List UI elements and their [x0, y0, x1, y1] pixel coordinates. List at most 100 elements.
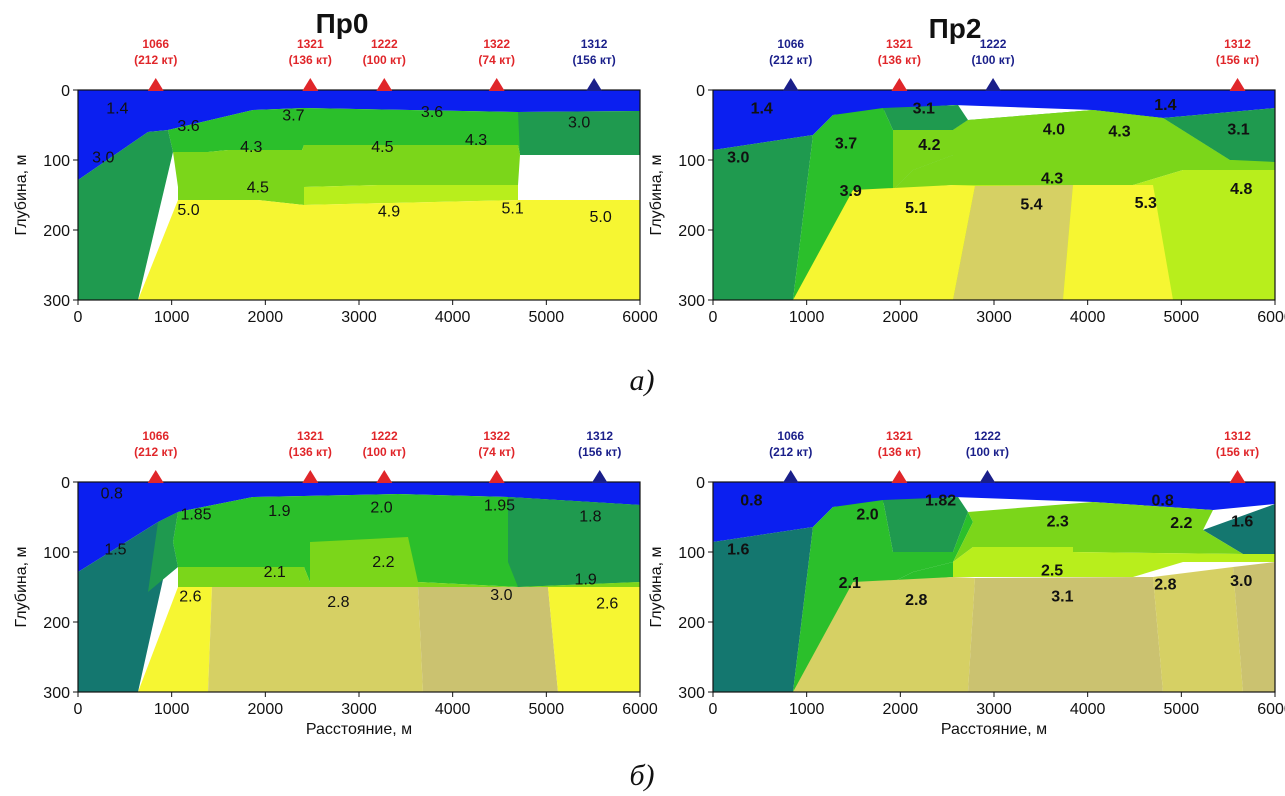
- value-label: 2.8: [905, 592, 927, 609]
- x-tick-label: 0: [74, 701, 83, 718]
- title-right: Пр2: [929, 13, 982, 44]
- y-tick-label: 300: [43, 685, 70, 702]
- x-tick-label: 2000: [883, 701, 919, 718]
- well-marker-icon: [586, 78, 603, 91]
- x-tick-label: 0: [709, 309, 718, 326]
- well-marker-id: 1321: [297, 37, 324, 51]
- y-tick-label: 100: [678, 153, 705, 170]
- well-marker-id: 1322: [483, 429, 510, 443]
- value-label: 5.4: [1020, 196, 1042, 213]
- x-tick-label: 4000: [1070, 309, 1106, 326]
- value-label: 2.0: [856, 507, 878, 524]
- well-marker-icon: [891, 470, 908, 483]
- well-marker-id: 1222: [371, 37, 398, 51]
- value-label: 4.3: [240, 139, 262, 156]
- well-marker-id: 1322: [483, 37, 510, 51]
- value-label: 1.82: [925, 493, 956, 510]
- x-tick-label: 3000: [976, 309, 1012, 326]
- value-label: 3.0: [568, 115, 590, 132]
- value-label: 2.6: [179, 588, 201, 605]
- plot-area: [712, 481, 1276, 693]
- well-marker-id: 1321: [886, 429, 913, 443]
- value-label: 4.5: [247, 180, 269, 197]
- x-tick-label: 3000: [341, 701, 377, 718]
- value-label: 0.8: [740, 493, 762, 510]
- value-label: 4.3: [1108, 124, 1130, 141]
- title-left: Пр0: [316, 8, 369, 39]
- well-marker-note: (136 кт): [878, 445, 921, 459]
- well-marker-id: 1222: [974, 429, 1001, 443]
- well-marker-id: 1222: [980, 37, 1007, 51]
- value-label: 3.0: [1230, 573, 1252, 590]
- y-tick-label: 0: [61, 475, 70, 492]
- value-label: 3.6: [421, 104, 443, 121]
- y-axis-label: Глубина, м: [648, 546, 665, 627]
- x-tick-label: 6000: [1257, 309, 1285, 326]
- well-marker-icon: [376, 470, 393, 483]
- value-label: 2.2: [1170, 515, 1192, 532]
- x-axis-label: Расстояние, м: [941, 721, 1047, 738]
- section-a-left: 0 1000 2000 3000 4000 5000 6000 0 100 200 300 Глуби…: [13, 37, 658, 326]
- well-marker-id: 1066: [142, 429, 169, 443]
- well-marker-note: (74 кт): [478, 445, 515, 459]
- value-label: 2.5: [1041, 563, 1063, 580]
- well-marker-note: (212 кт): [134, 445, 177, 459]
- x-tick-label: 4000: [435, 701, 471, 718]
- well-marker-note: (74 кт): [478, 53, 515, 67]
- x-tick-label: 5000: [529, 701, 565, 718]
- value-label: 3.0: [92, 150, 114, 167]
- value-label: 3.1: [1227, 122, 1249, 139]
- well-marker-icon: [1229, 470, 1246, 483]
- value-label: 2.3: [1047, 514, 1069, 531]
- x-tick-label: 1000: [154, 701, 190, 718]
- well-marker-note: (156 кт): [1216, 445, 1259, 459]
- value-label: 5.1: [501, 201, 523, 218]
- x-tick-label: 0: [709, 701, 718, 718]
- plot-area: [712, 89, 1276, 301]
- y-tick-label: 100: [43, 153, 70, 170]
- well-marker-id: 1312: [581, 37, 608, 51]
- y-tick-label: 100: [43, 545, 70, 562]
- y-tick-label: 300: [43, 293, 70, 310]
- well-marker-icon: [782, 78, 799, 91]
- well-marker-id: 1222: [371, 429, 398, 443]
- value-label: 2.1: [839, 575, 861, 592]
- caption-b: б): [629, 759, 654, 792]
- value-label: 2.8: [1154, 577, 1176, 594]
- well-marker-icon: [979, 470, 996, 483]
- well-marker-id: 1321: [297, 429, 324, 443]
- axes: 0 1000 2000 3000 4000 5000 6000 0 100 200 300 Глуби…: [648, 475, 1285, 738]
- well-marker-icon: [782, 470, 799, 483]
- markers: 1066 (212 кт) 1321 (136 кт) 1222 (100 кт) 1312…: [769, 37, 1259, 91]
- axes: 0 1000 2000 3000 4000 5000 6000 0 100 200 300 Глуби…: [648, 83, 1285, 326]
- y-tick-label: 200: [43, 615, 70, 632]
- well-marker-icon: [488, 78, 505, 91]
- markers: 1066 (212 кт) 1321 (136 кт) 1222 (100 кт) 1322…: [134, 37, 616, 91]
- x-tick-label: 4000: [1070, 701, 1106, 718]
- well-marker-note: (212 кт): [769, 445, 812, 459]
- value-label: 1.4: [751, 101, 773, 118]
- value-label: 5.0: [590, 209, 612, 226]
- value-label: 2.8: [327, 594, 349, 611]
- y-tick-label: 200: [43, 223, 70, 240]
- value-label: 2.6: [596, 595, 618, 612]
- value-label: 3.6: [177, 118, 199, 135]
- well-marker-id: 1066: [142, 37, 169, 51]
- markers: 1066 (212 кт) 1321 (136 кт) 1222 (100 кт) 1322…: [134, 429, 621, 483]
- y-tick-label: 300: [678, 685, 705, 702]
- value-label: 3.0: [490, 587, 512, 604]
- section-b-left: 0 1000 2000 3000 4000 5000 6000 0 100 200 300 Глуби…: [13, 429, 658, 738]
- y-tick-label: 0: [696, 83, 705, 100]
- well-marker-note: (136 кт): [878, 53, 921, 67]
- value-label: 4.9: [378, 203, 400, 220]
- value-labels: 1.4 3.0 3.6 3.7 3.6 3.0 4.3 4.5 4.3 4.5 5.0 4.9 5.1 5…: [92, 101, 612, 227]
- value-labels: 0.8 0.8 2.0 1.82 2.3 2.2 1.6 1.6 2.1 2.5 2.8 3.0 2.8…: [727, 493, 1253, 609]
- value-label: 0.8: [101, 486, 123, 503]
- well-marker-icon: [1229, 78, 1246, 91]
- well-marker-note: (156 кт): [578, 445, 621, 459]
- x-tick-label: 6000: [1257, 701, 1285, 718]
- x-tick-label: 4000: [435, 309, 471, 326]
- well-marker-note: (212 кт): [769, 53, 812, 67]
- value-label: 3.0: [727, 150, 749, 167]
